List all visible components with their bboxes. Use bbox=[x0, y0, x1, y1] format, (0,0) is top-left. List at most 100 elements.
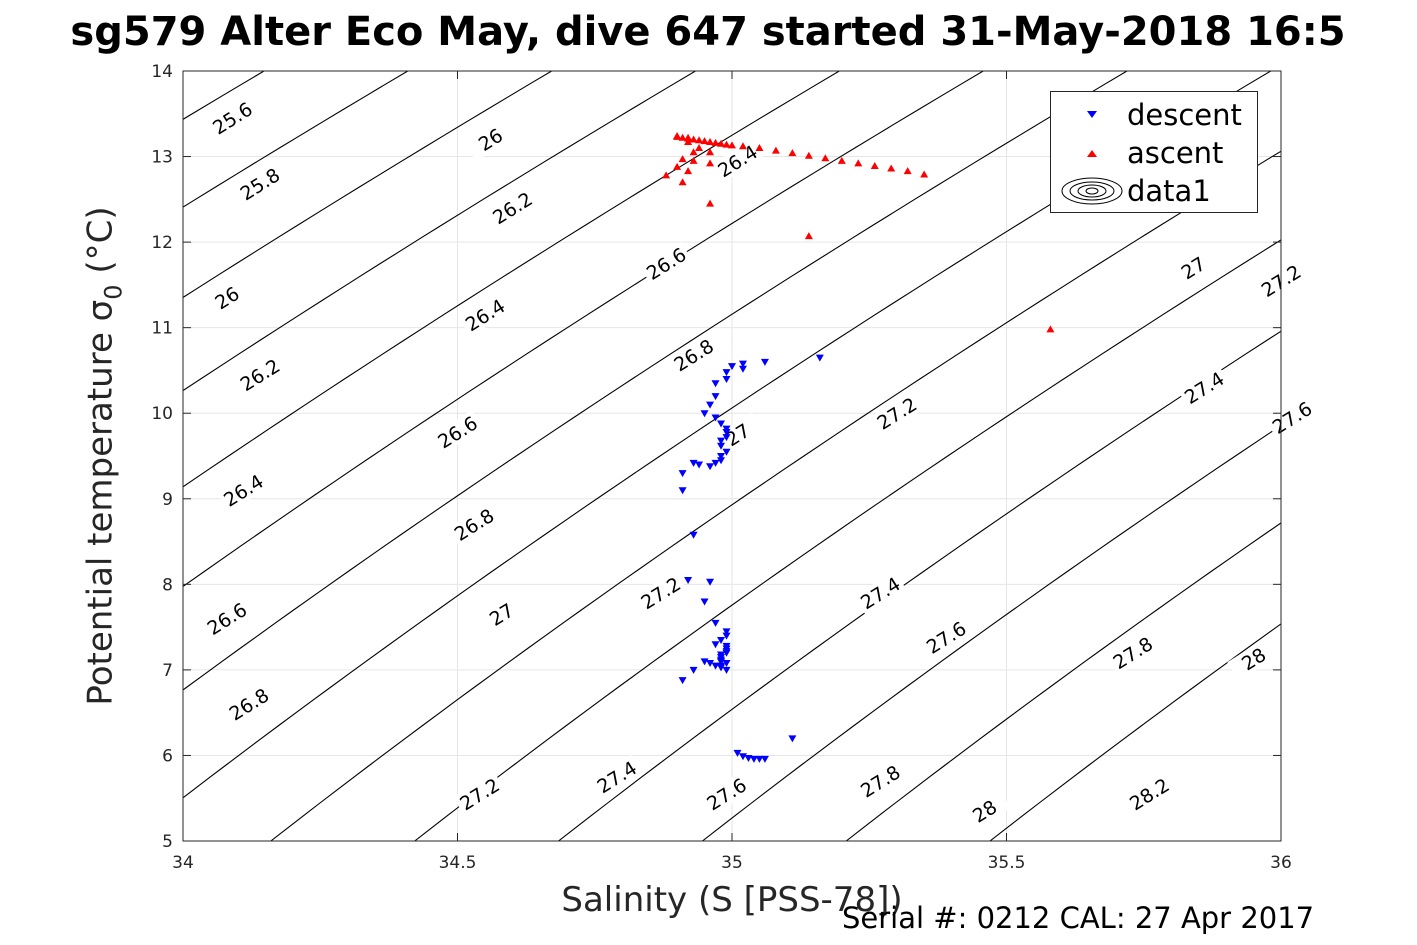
descent-point bbox=[711, 641, 720, 649]
descent-point bbox=[706, 463, 715, 471]
isopycnal-contour bbox=[183, 71, 1128, 691]
contour-label-bg bbox=[711, 138, 764, 183]
descent-point bbox=[689, 531, 698, 539]
ascent-point bbox=[662, 171, 671, 179]
contour-label-bg bbox=[854, 570, 907, 615]
descent-point bbox=[678, 470, 687, 478]
data-series bbox=[662, 132, 1055, 763]
descent-point bbox=[738, 365, 747, 373]
ascent-point bbox=[854, 159, 863, 167]
legend-label-data1: data1 bbox=[1127, 174, 1211, 208]
ascent-point bbox=[678, 178, 687, 186]
contour-label-bg bbox=[919, 615, 973, 660]
y-tick-label: 5 bbox=[162, 832, 173, 852]
series-ascent bbox=[662, 132, 1055, 333]
descent-point bbox=[760, 755, 769, 763]
ascent-point bbox=[903, 167, 912, 175]
x-tick-label: 35.5 bbox=[988, 853, 1026, 873]
contour-label-bg bbox=[447, 502, 501, 547]
triangle-down-icon bbox=[1087, 111, 1097, 118]
descent-point bbox=[689, 666, 698, 674]
descent-point bbox=[706, 578, 715, 586]
ascent-point bbox=[695, 144, 704, 151]
contour-label-bg bbox=[475, 592, 528, 637]
chart-title: sg579 Alter Eco May, dive 647 started 31… bbox=[70, 9, 1346, 55]
x-tick-label: 34.5 bbox=[439, 853, 477, 873]
ascent-point bbox=[689, 156, 698, 164]
descent-point bbox=[722, 376, 731, 383]
descent-point bbox=[722, 628, 731, 636]
ascent-point bbox=[887, 164, 896, 172]
ascent-point bbox=[821, 154, 830, 162]
contour-label-bg bbox=[200, 596, 254, 641]
descent-point bbox=[749, 755, 758, 763]
contour-label-bg bbox=[958, 789, 1011, 834]
contour-label-bg bbox=[222, 682, 276, 727]
contour-label-bg bbox=[200, 275, 254, 320]
ascent-point bbox=[706, 148, 715, 156]
descent-point bbox=[722, 429, 731, 437]
legend-label-descent: descent bbox=[1127, 98, 1242, 132]
contour-label-bg bbox=[667, 332, 720, 378]
ascent-point bbox=[706, 199, 715, 207]
ascent-point bbox=[684, 167, 693, 175]
descent-point bbox=[755, 755, 764, 763]
descent-point bbox=[717, 664, 726, 672]
contour-label-bg bbox=[634, 570, 687, 615]
contour-label-bg bbox=[1123, 771, 1176, 816]
y-tick-label: 14 bbox=[151, 62, 173, 82]
descent-point bbox=[717, 420, 726, 428]
contour-label-bg bbox=[464, 117, 517, 162]
isopycnal-contour bbox=[183, 71, 552, 299]
ascent-point bbox=[711, 138, 720, 146]
descent-point bbox=[717, 442, 726, 450]
descent-point bbox=[738, 360, 747, 368]
legend-item-descent[interactable]: descent bbox=[1051, 96, 1257, 134]
ascent-point bbox=[717, 139, 726, 147]
ascent-point bbox=[684, 134, 693, 142]
isopycnal-contour bbox=[183, 71, 984, 588]
isopycnal-contour bbox=[414, 239, 1281, 841]
descent-point bbox=[815, 354, 824, 362]
y-tick-label: 9 bbox=[162, 490, 173, 510]
ascent-point bbox=[706, 138, 715, 146]
descent-point bbox=[722, 642, 731, 650]
ascent-point bbox=[920, 170, 929, 178]
descent-point bbox=[695, 461, 704, 469]
descent-point bbox=[711, 393, 720, 401]
contour-label-bg bbox=[870, 391, 923, 436]
descent-point bbox=[711, 380, 720, 388]
contour-label-bg bbox=[233, 161, 287, 206]
ascent-point bbox=[738, 142, 747, 150]
descent-point bbox=[700, 598, 709, 606]
descent-point bbox=[678, 487, 687, 495]
contour-label-bg bbox=[486, 185, 539, 230]
ascent-point bbox=[706, 159, 715, 167]
descent-point bbox=[788, 735, 797, 743]
ascent-point bbox=[673, 132, 682, 140]
legend-item-data1[interactable]: data1 bbox=[1051, 172, 1257, 210]
y-tick-label: 12 bbox=[151, 233, 173, 253]
contour-label-bg bbox=[458, 292, 512, 337]
y-tick-label: 7 bbox=[162, 661, 173, 681]
descent-point bbox=[722, 666, 731, 674]
y-tick-label: 13 bbox=[151, 148, 173, 168]
contour-label-bg bbox=[1166, 245, 1220, 290]
contour-label-bg bbox=[1177, 365, 1231, 410]
legend[interactable]: descent ascent data1 bbox=[1050, 91, 1258, 213]
contour-label-bg bbox=[854, 759, 907, 804]
ascent-point bbox=[673, 162, 682, 170]
ascent-point bbox=[837, 156, 846, 164]
ascent-point bbox=[755, 144, 764, 151]
isopycnal-contour bbox=[845, 522, 1281, 841]
contour-label-bg bbox=[217, 468, 270, 513]
y-axis-label: Potential temperature σ0 (°C) bbox=[81, 206, 128, 705]
legend-item-ascent[interactable]: ascent bbox=[1051, 134, 1257, 172]
isopycnal-contour bbox=[989, 623, 1281, 841]
descent-point bbox=[711, 414, 720, 422]
x-tick-label: 34 bbox=[172, 853, 194, 873]
ascent-point bbox=[788, 149, 797, 157]
descent-point bbox=[700, 410, 709, 418]
descent-point bbox=[678, 677, 687, 685]
contour-label-bg bbox=[590, 754, 643, 799]
